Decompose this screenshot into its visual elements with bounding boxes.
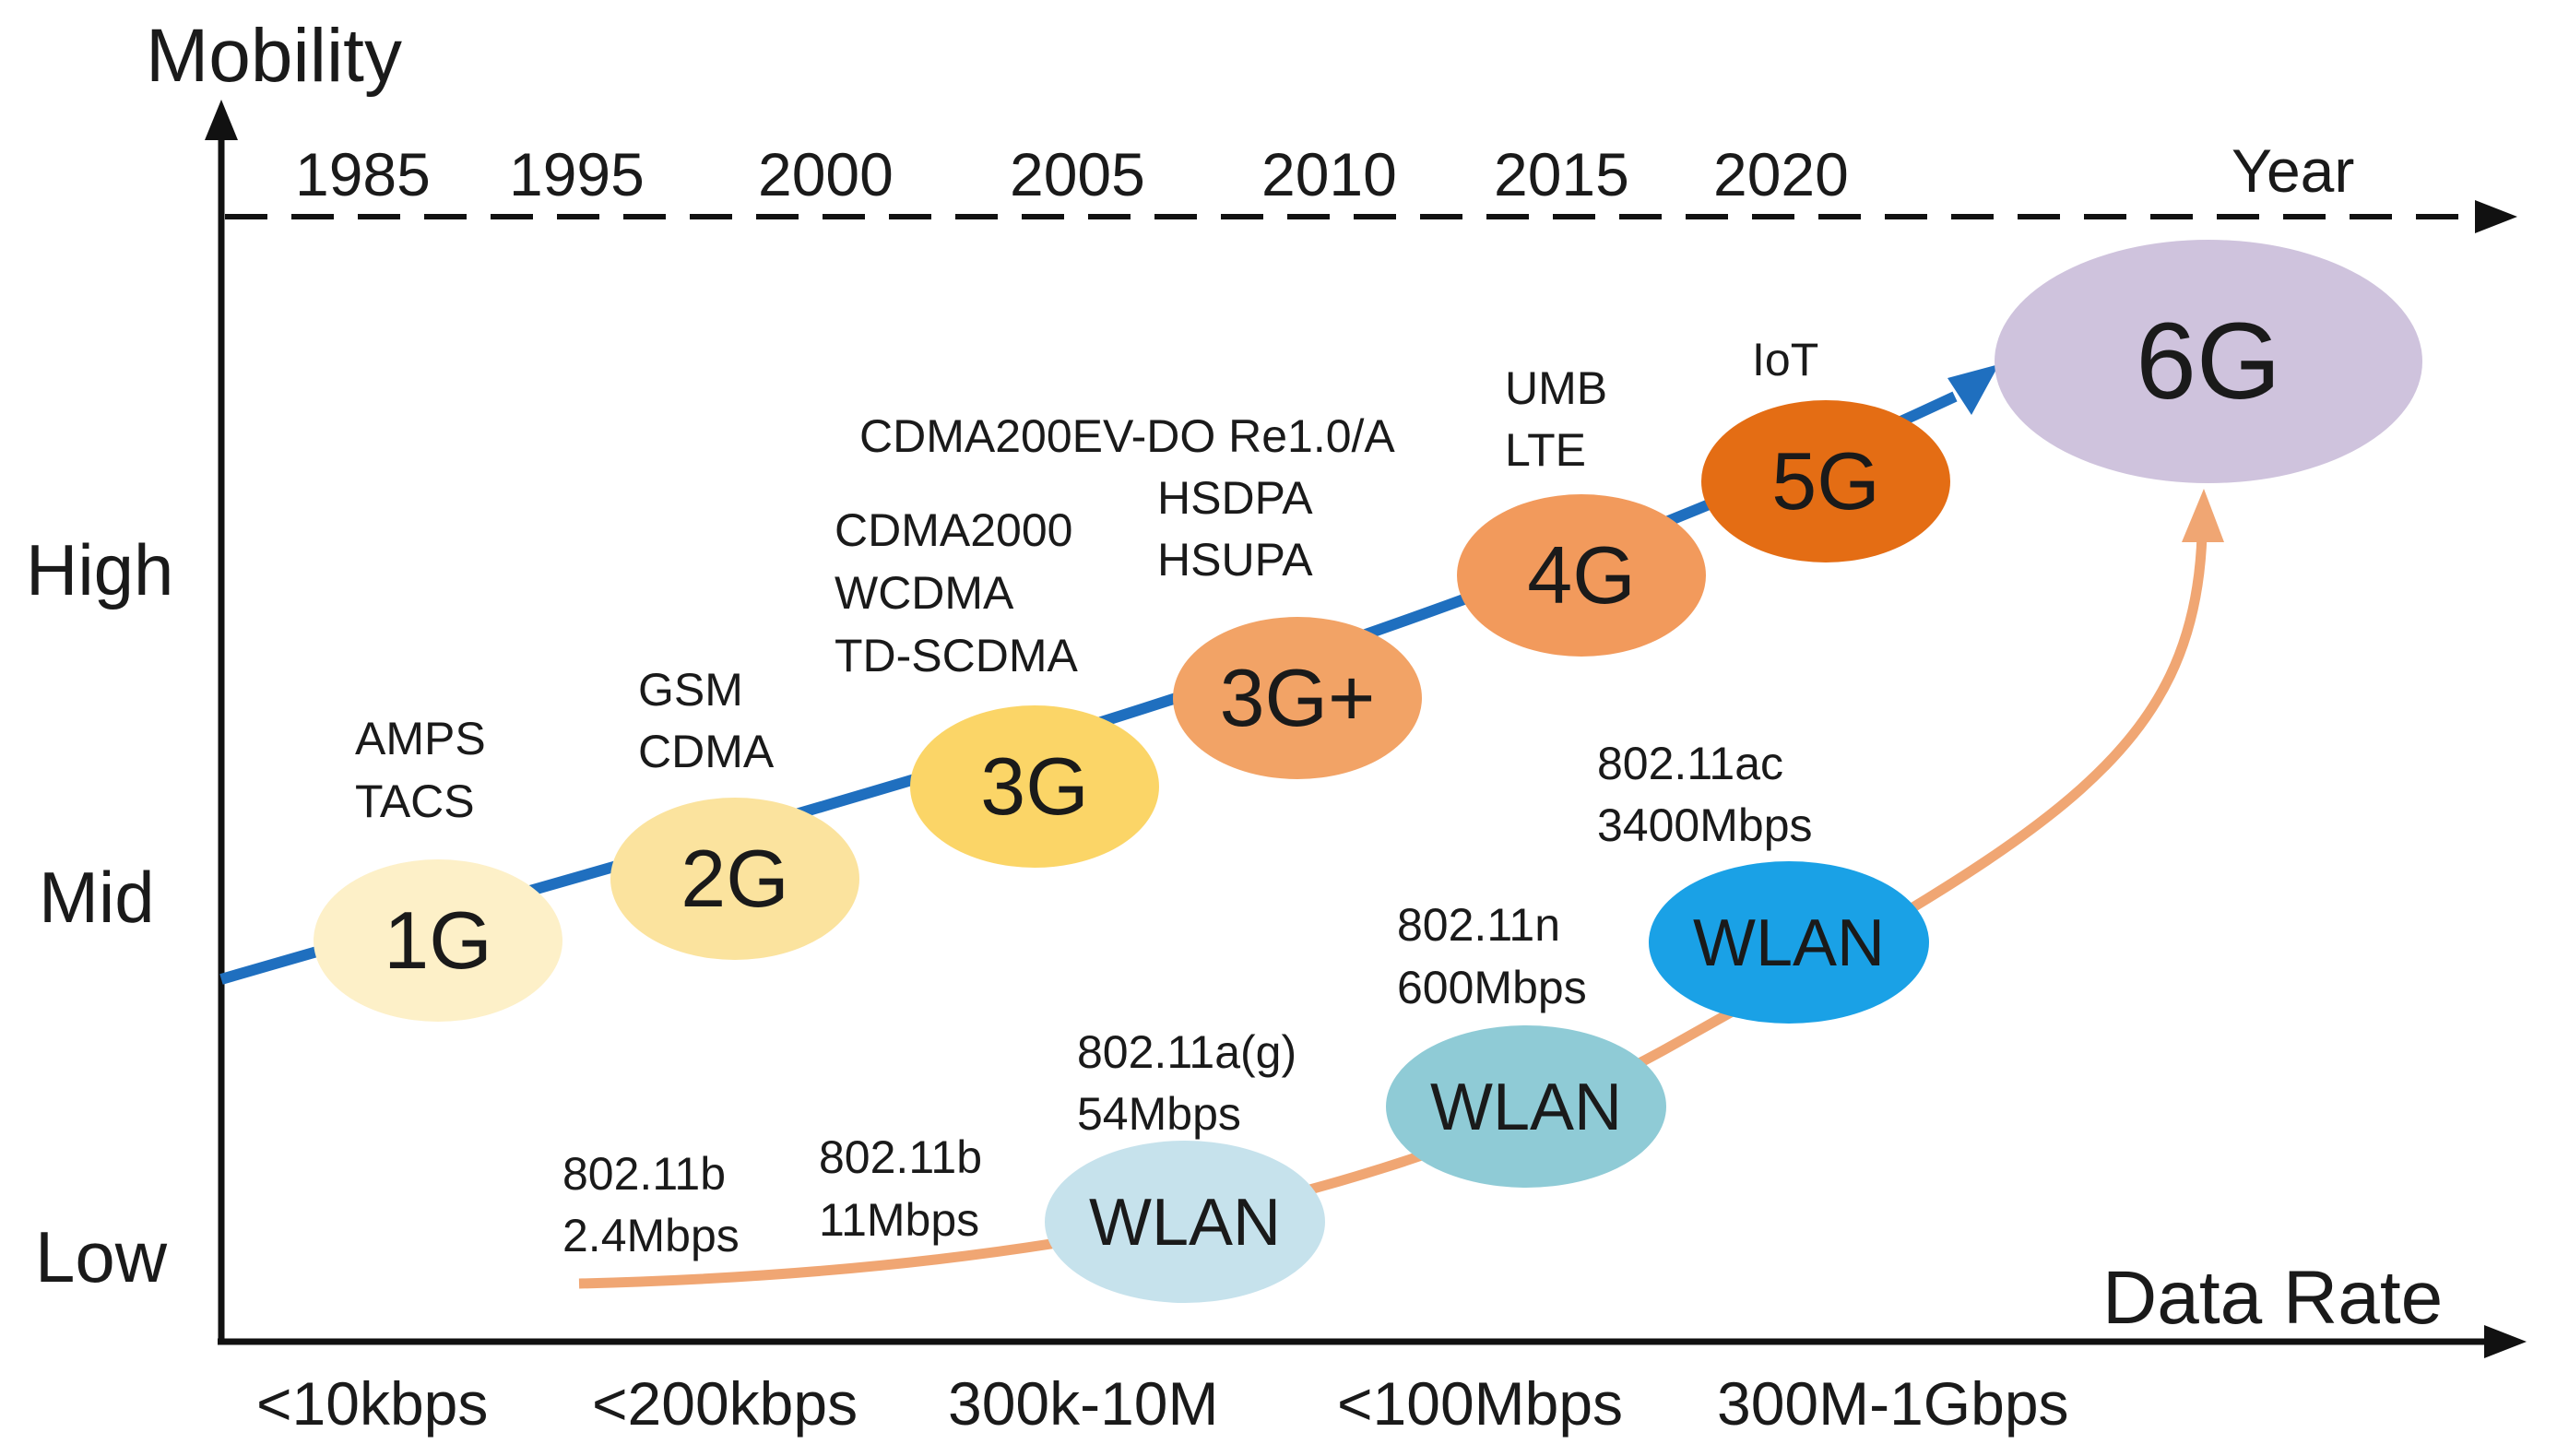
generation-label: 6G [2136, 301, 2280, 422]
wlan-label: WLAN [1430, 1071, 1622, 1144]
mobility-level-low: Low [35, 1216, 168, 1297]
year-label: 1995 [509, 140, 645, 208]
data-rate-labels: <10kbps <200kbps 300k-10M <100Mbps 300M-… [256, 1369, 2069, 1438]
wlan-ellipse [1386, 1025, 1666, 1188]
tech-label: WCDMA [835, 567, 1014, 619]
wlan-80211a: WLAN 802.11a(g) 54Mbps [1045, 1026, 1325, 1303]
generation-1g: 1G AMPS TACS [314, 713, 562, 1022]
wlan-label: WLAN [1089, 1186, 1281, 1260]
generation-ellipse [1457, 494, 1706, 657]
y-axis-arrowhead [205, 100, 238, 140]
generation-ellipse [910, 705, 1159, 868]
generation-2g: 2G GSM CDMA [610, 664, 859, 960]
data-rate-label: 300k-10M [948, 1369, 1219, 1438]
wlan-ellipse [1045, 1141, 1325, 1303]
generation-6g: 6G [1995, 240, 2422, 483]
generation-label: 2G [681, 833, 788, 924]
generation-label: 3G+ [1220, 652, 1376, 743]
year-label: 2005 [1010, 140, 1145, 208]
timeline-title: Year [2232, 136, 2354, 205]
tech-label: 600Mbps [1397, 962, 1587, 1013]
wlan-curve-arrowhead [2182, 489, 2224, 542]
generation-label: 5G [1771, 435, 1879, 527]
wlan-80211ac: WLAN 802.11ac 3400Mbps [1597, 738, 1929, 1024]
mobility-level-mid: Mid [39, 857, 155, 938]
tech-label: 802.11b [819, 1131, 982, 1183]
x-axis-title: Data Rate [2102, 1256, 2443, 1340]
tech-label: 802.11n [1397, 899, 1560, 951]
tech-label: IoT [1752, 334, 1818, 385]
generation-label: 3G [980, 740, 1088, 832]
cellular-curve-arrowhead [1947, 364, 1999, 415]
wlan-80211n: WLAN 802.11n 600Mbps [1386, 899, 1666, 1188]
tech-label: AMPS [355, 713, 486, 764]
generation-3g-plus: 3G+ CDMA200EV-DO Re1.0/A HSDPA HSUPA [859, 410, 1422, 779]
x-axis-arrowhead [2484, 1325, 2527, 1358]
tech-label: HSDPA [1157, 472, 1313, 524]
generation-3g: 3G CDMA2000 WCDMA TD-SCDMA [835, 504, 1159, 868]
data-rate-label: <200kbps [592, 1369, 858, 1438]
tech-label: 11Mbps [819, 1194, 979, 1246]
generation-5g: 5G IoT [1701, 334, 1950, 562]
generation-label: 4G [1527, 529, 1635, 621]
data-rate-label: <10kbps [256, 1369, 488, 1438]
wlan-ellipse [1649, 861, 1929, 1024]
year-label: 2020 [1713, 140, 1849, 208]
tech-label: GSM [638, 664, 743, 716]
tech-label: CDMA [638, 726, 775, 777]
data-rate-label: <100Mbps [1337, 1369, 1623, 1438]
tech-label: 3400Mbps [1597, 799, 1813, 851]
tech-label: 802.11ac [1597, 738, 1783, 789]
data-rate-label: 300M-1Gbps [1717, 1369, 2069, 1438]
tech-label: LTE [1505, 424, 1586, 476]
generation-ellipse [610, 798, 859, 960]
generation-ellipse [1701, 400, 1950, 562]
year-label: 2010 [1261, 140, 1397, 208]
tech-label: CDMA2000 [835, 504, 1072, 556]
wlan-80211b-early: 802.11b 2.4Mbps [562, 1148, 740, 1261]
mobility-level-high: High [26, 529, 173, 610]
tech-label: 54Mbps [1077, 1088, 1241, 1140]
year-label: 1985 [295, 140, 431, 208]
year-labels: 1985 1995 2000 2005 2010 2015 2020 [295, 140, 1849, 208]
year-label: 2000 [758, 140, 894, 208]
generation-4g: 4G UMB LTE [1457, 362, 1706, 657]
timeline-arrowhead [2475, 200, 2517, 233]
wlan-80211b: 802.11b 11Mbps [819, 1131, 982, 1246]
generation-ellipse [1995, 240, 2422, 483]
tech-label: 802.11a(g) [1077, 1026, 1296, 1078]
tech-label: 802.11b [562, 1148, 726, 1200]
tech-label: 2.4Mbps [562, 1210, 740, 1261]
generation-ellipse [314, 859, 562, 1022]
tech-label: TACS [355, 775, 475, 827]
wlan-label: WLAN [1693, 906, 1885, 980]
year-label: 2015 [1494, 140, 1629, 208]
tech-label: CDMA200EV-DO Re1.0/A [859, 410, 1395, 462]
y-axis-title: Mobility [146, 14, 402, 98]
tech-label: UMB [1505, 362, 1607, 414]
tech-label: TD-SCDMA [835, 630, 1079, 681]
generation-ellipse [1173, 617, 1422, 779]
generation-label: 1G [384, 894, 491, 986]
tech-label: HSUPA [1157, 534, 1313, 586]
